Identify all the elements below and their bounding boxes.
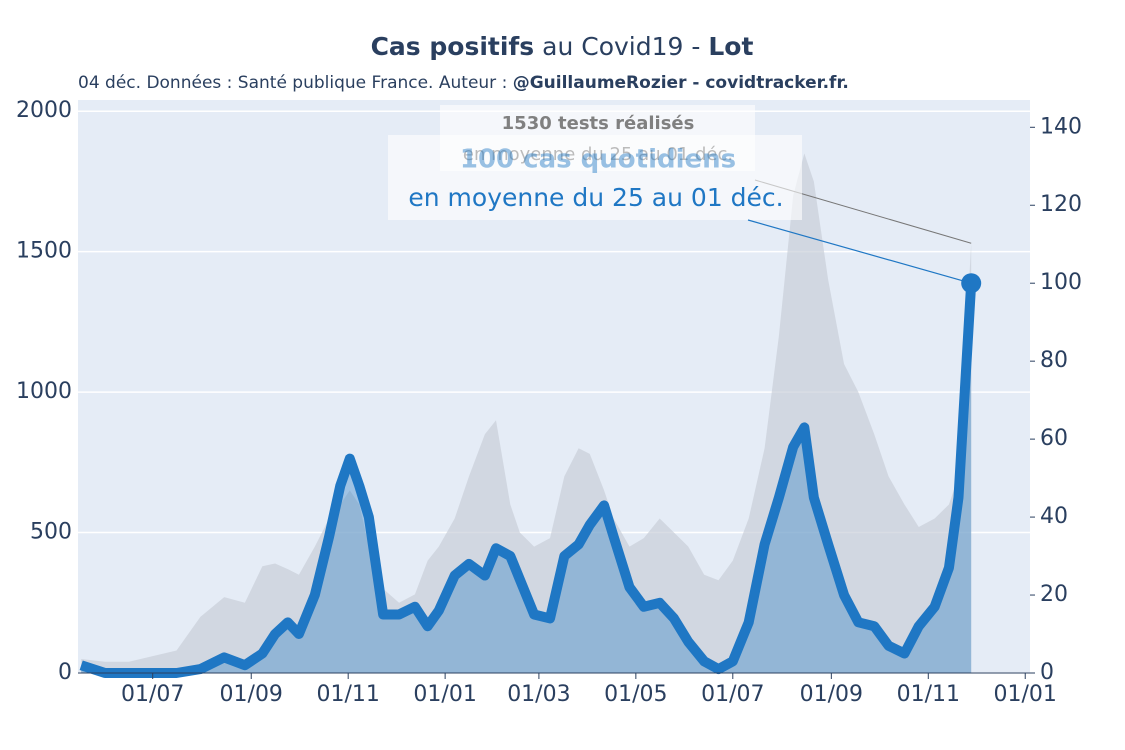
x-tick-label: 01/03 (507, 682, 570, 707)
y-tick-label: 500 (30, 520, 72, 545)
x-tick-label: 01/09 (220, 682, 283, 707)
title-part: Cas positifs (371, 32, 535, 61)
title-part: au Covid19 - (534, 32, 708, 61)
chart-title: Cas positifs au Covid19 - Lot (371, 32, 754, 61)
y2-tick-label: 100 (1040, 270, 1082, 295)
x-tick-label: 01/11 (897, 682, 960, 707)
y2-tick-label: 60 (1040, 426, 1068, 451)
y-tick-label: 0 (58, 660, 72, 685)
annotation-text: en moyenne du 25 au 01 déc. (408, 183, 783, 212)
x-tick-label: 01/11 (316, 682, 379, 707)
series-line (79, 282, 977, 678)
x-tick-label: 01/01 (994, 682, 1057, 707)
annotation-arrow (747, 219, 972, 284)
annotation-box (388, 135, 802, 220)
subtitle-part: @GuillaumeRozier - covidtracker.fr. (513, 73, 849, 93)
x-tick-label: 01/05 (604, 682, 667, 707)
series-area (81, 153, 972, 673)
y2-tick-label: 20 (1040, 582, 1068, 607)
x-tick-label: 01/07 (121, 682, 184, 707)
y2-tick-label: 40 (1040, 504, 1068, 529)
x-tick-label: 01/01 (413, 682, 476, 707)
y2-tick-label: 80 (1040, 348, 1068, 373)
y-tick-label: 1500 (16, 239, 72, 264)
y2-tick-label: 120 (1040, 192, 1082, 217)
y2-tick-label: 140 (1040, 114, 1082, 139)
subtitle: 04 déc. Données : Santé publique France.… (78, 73, 849, 93)
annotation-title: 1530 tests réalisés (502, 113, 695, 134)
x-tick-label: 01/07 (701, 682, 764, 707)
title-part: Lot (708, 32, 753, 61)
x-tick-label: 01/09 (800, 682, 863, 707)
annotation-title: 100 cas quotidiens (460, 145, 736, 175)
y-tick-label: 1000 (16, 379, 72, 404)
subtitle-part: 04 déc. Données : Santé publique France.… (78, 73, 513, 93)
y-tick-label: 2000 (16, 98, 72, 123)
y2-tick-label: 0 (1040, 660, 1054, 685)
